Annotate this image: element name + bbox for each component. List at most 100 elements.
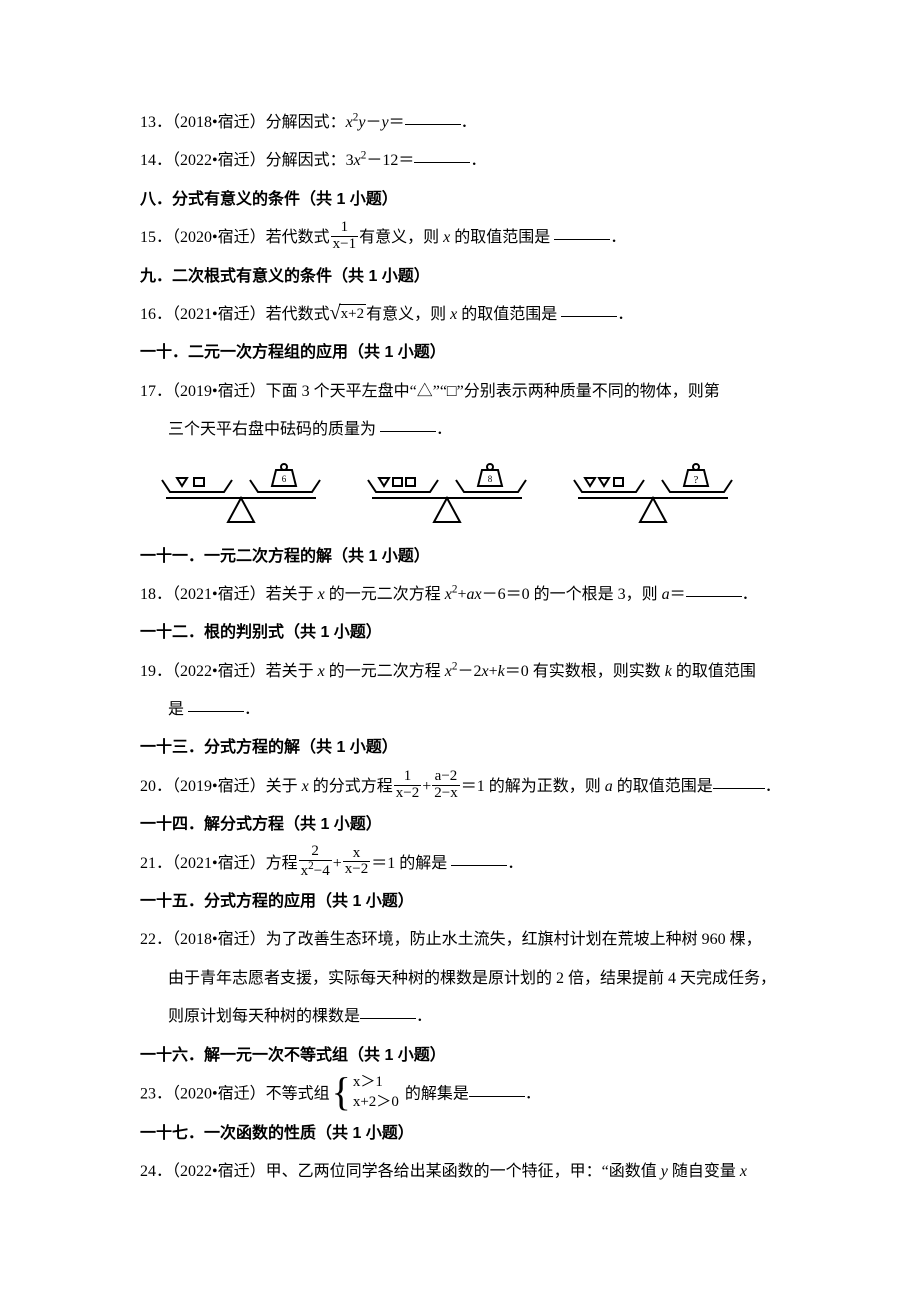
text: 的解为正数，则	[485, 778, 605, 795]
minus: －	[457, 663, 473, 680]
scales-figure: 6 8	[140, 450, 800, 538]
text: 的取值范围是	[457, 306, 561, 323]
var-x: x	[346, 114, 353, 131]
period: ．	[765, 778, 781, 795]
answer-blank	[554, 223, 610, 240]
fraction: a−22−x	[432, 769, 459, 802]
q-number: 22	[140, 931, 156, 948]
fraction-num: 2	[299, 844, 332, 860]
q-tag: （2018•宿迁）分解因式：	[172, 114, 346, 131]
text: 有意义，则	[359, 229, 443, 246]
const-12: 12	[382, 152, 398, 169]
sqrt-radicand: x+2	[339, 304, 366, 323]
text: 的解集是	[401, 1086, 469, 1103]
fraction: xx−2	[343, 846, 370, 879]
problem-13: 13．（2018•宿迁）分解因式：x2y－y＝．	[140, 104, 800, 142]
section-header-16: 一十六．解一元一次不等式组（共 1 小题）	[140, 1037, 800, 1075]
weight-label: 8	[488, 474, 493, 484]
period: ．	[617, 306, 633, 323]
q-number: 16	[140, 306, 156, 323]
q-number: 17	[140, 383, 156, 400]
period: ．	[742, 586, 758, 603]
fraction: 1x−2	[394, 769, 421, 802]
answer-blank	[713, 772, 765, 789]
answer-blank	[451, 849, 507, 866]
problem-21: 21．（2021•宿迁）方程2x2−4+xx−2＝1 的解是 ．	[140, 845, 800, 883]
system-lines: x＞1x+2＞0	[353, 1073, 399, 1112]
q-tag: （2021•宿迁）若关于	[172, 586, 318, 603]
eq0: ＝0	[505, 663, 529, 680]
minus: －	[366, 152, 382, 169]
var-x: x	[318, 586, 325, 603]
period: ．	[525, 1086, 541, 1103]
left-brace: {	[332, 1072, 351, 1112]
section-header-14: 一十四．解分式方程（共 1 小题）	[140, 806, 800, 844]
problem-23: 23．（2020•宿迁）不等式组{x＞1x+2＞0 的解集是．	[140, 1075, 800, 1115]
var-x: x	[445, 586, 452, 603]
period: ．	[507, 855, 523, 872]
period: ．	[436, 421, 452, 438]
q-tag: （2020•宿迁）若代数式	[172, 229, 330, 246]
problem-16: 16．（2021•宿迁）若代数式√x+2有意义，则 x 的取值范围是 ．	[140, 296, 800, 334]
q-number: 19	[140, 663, 156, 680]
problem-19-line2: 是 ．	[140, 691, 800, 729]
period: ．	[416, 1008, 432, 1025]
q-number: 18	[140, 586, 156, 603]
q-number: 14	[140, 152, 156, 169]
sqrt: √x+2	[330, 303, 366, 323]
problem-22-line2: 由于青年志愿者支援，实际每天种树的棵数是原计划的 2 倍，结果提前 4 天完成任…	[140, 960, 800, 998]
problem-20: 20．（2019•宿迁）关于 x 的分式方程1x−2+a−22−x＝1 的解为正…	[140, 768, 800, 806]
section-header-15: 一十五．分式方程的应用（共 1 小题）	[140, 883, 800, 921]
q-number: 15	[140, 229, 156, 246]
scale-1: 6	[156, 456, 326, 528]
fraction-den: x2−4	[299, 860, 332, 880]
q-tag: （2022•宿迁）分解因式：	[172, 152, 346, 169]
text: 的解是	[395, 855, 451, 872]
text: 有实数根，则实数	[529, 663, 665, 680]
var-x: x	[481, 663, 488, 680]
fraction-den: x−2	[394, 785, 421, 802]
text: 的一个根是 3，则	[530, 586, 662, 603]
answer-blank	[360, 1002, 416, 1019]
section-header-12: 一十二．根的判别式（共 1 小题）	[140, 614, 800, 652]
var-k: k	[665, 663, 672, 680]
section-header-13: 一十三．分式方程的解（共 1 小题）	[140, 729, 800, 767]
inequality-system: {x＞1x+2＞0	[332, 1073, 399, 1113]
q-number: 21	[140, 855, 156, 872]
answer-blank	[380, 415, 436, 432]
equals: ＝	[398, 152, 414, 169]
text: 是	[168, 701, 188, 718]
var-a: a	[662, 586, 670, 603]
document-page: 13．（2018•宿迁）分解因式：x2y－y＝． 14 ． （2022•宿迁）分解因…	[0, 0, 920, 1252]
fraction: 2x2−4	[299, 844, 332, 880]
q-tag: （2019•宿迁）下面 3 个天平左盘中“△”“□”分别表示两种质量不同的物体，…	[172, 383, 720, 400]
var-y: y	[661, 1163, 668, 1180]
var-x: x	[740, 1163, 747, 1180]
minus: －	[365, 114, 381, 131]
answer-blank	[469, 1080, 525, 1097]
equals: ＝	[670, 586, 686, 603]
fraction-den: 2−x	[432, 785, 459, 802]
var-x: x	[474, 586, 481, 603]
text: 的分式方程	[309, 778, 393, 795]
fraction-num: 1	[331, 220, 358, 236]
q-tag: （2021•宿迁）若代数式	[172, 306, 330, 323]
section-header-8: 八．分式有意义的条件（共 1 小题）	[140, 181, 800, 219]
answer-blank	[188, 695, 244, 712]
q-tag: （2020•宿迁）不等式组	[172, 1086, 330, 1103]
text: 的一元二次方程	[325, 586, 445, 603]
section-header-17: 一十七．一次函数的性质（共 1 小题）	[140, 1115, 800, 1153]
section-header-9: 九．二次根式有意义的条件（共 1 小题）	[140, 258, 800, 296]
fraction-den: x−2	[343, 861, 370, 878]
var-y2: y	[381, 114, 388, 131]
q-tag: （2021•宿迁）方程	[172, 855, 298, 872]
text: 的取值范围是	[613, 778, 713, 795]
fraction: 1x−1	[331, 220, 358, 253]
problem-15: 15．（2020•宿迁）若代数式1x−1有意义，则 x 的取值范围是 ．	[140, 219, 800, 257]
fraction-num: a−2	[432, 769, 459, 785]
text: 的取值范围是	[450, 229, 554, 246]
fraction-den: x−1	[331, 236, 358, 253]
weight-label: 6	[282, 474, 287, 484]
var-x: x	[318, 663, 325, 680]
period: ．	[470, 152, 486, 169]
